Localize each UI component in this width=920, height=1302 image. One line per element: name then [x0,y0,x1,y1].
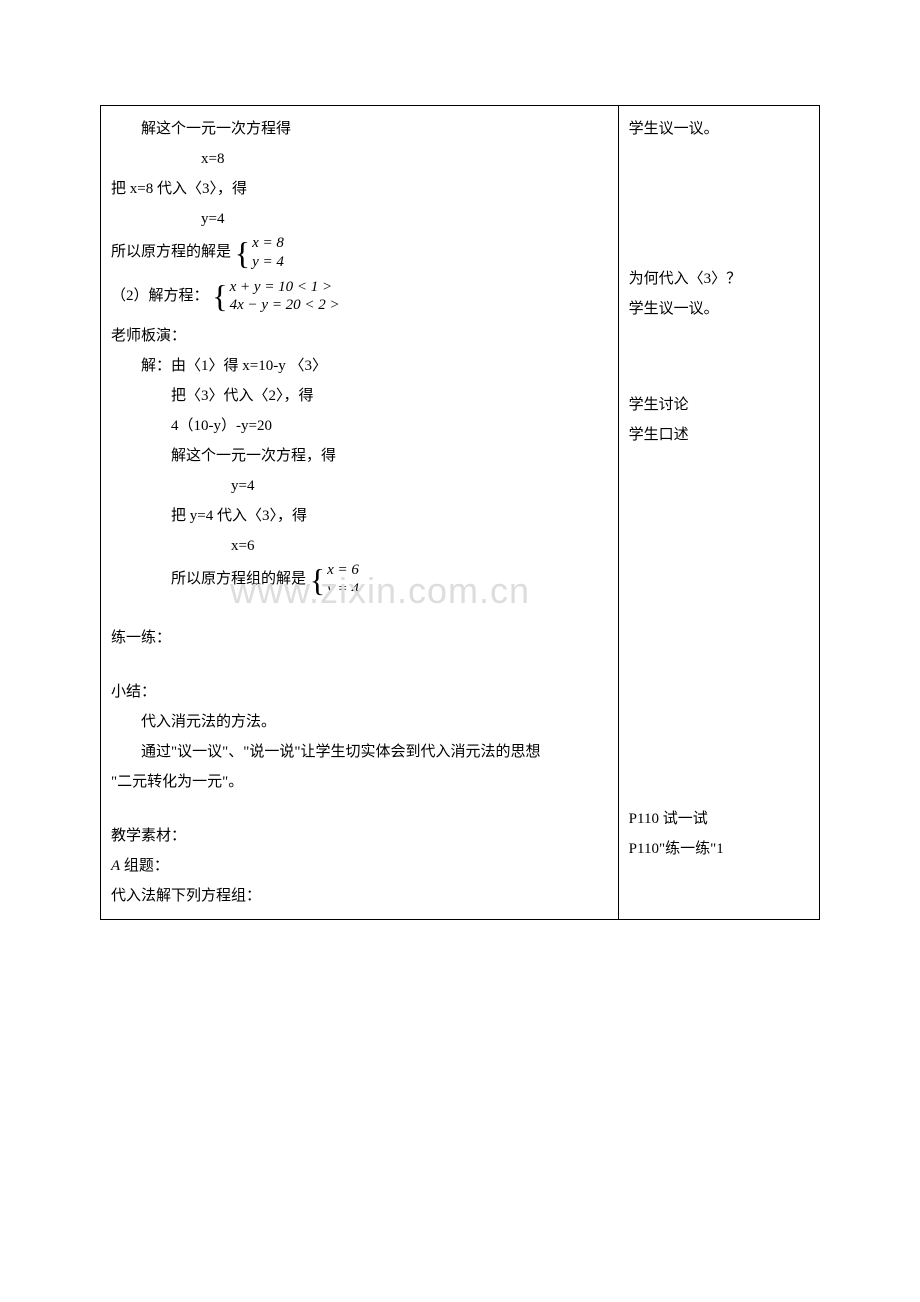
text-prefix: （2）解方程： [111,288,209,304]
text-line: 4（10-y）-y=20 [111,411,608,441]
equation-line: （2）解方程： { x + y = 10 < 1 > 4x − y = 20 <… [111,278,608,316]
equation: x = 6 [327,561,359,580]
note-line: P110 试一试 [629,804,809,834]
text-line: 小结： [111,677,608,707]
note-line: P110"练一练"1 [629,834,809,864]
right-column: 学生议一议。 为何代入〈3〉？ 学生议一议。 学生讨论 学生口述 P110 试一… [618,106,819,920]
text-line: 解这个一元一次方程得 [111,114,608,144]
text-prefix: 所以原方程的解是 [111,244,231,260]
note-line: 学生讨论 [629,390,809,420]
text-line: 解：由〈1〉得 x=10-y 〈3〉 [111,351,608,381]
left-column: 解这个一元一次方程得 x=8 把 x=8 代入〈3〉，得 y=4 所以原方程的解… [101,106,619,920]
italic-label: A [111,858,120,874]
text-line: 代入法解下列方程组： [111,881,608,911]
note-line: 为何代入〈3〉？ [629,264,809,294]
text-suffix: 组题： [120,858,169,874]
text-line: y=4 [111,204,608,234]
text-line: 把〈3〉代入〈2〉，得 [111,381,608,411]
text-line: 把 x=8 代入〈3〉，得 [111,174,608,204]
text-line: 教学素材： [111,821,608,851]
content-table: 解这个一元一次方程得 x=8 把 x=8 代入〈3〉，得 y=4 所以原方程的解… [100,105,820,920]
equation: 4x − y = 20 < 2 > [230,296,340,315]
text-line: 代入消元法的方法。 [111,707,608,737]
note-line: 学生议一议。 [629,114,809,144]
equation: y = 4 [327,580,359,599]
text-line: 练一练： [111,623,608,653]
text-line: x=6 [111,531,608,561]
left-brace-icon: { [310,564,325,596]
text-line: 通过"议一议"、"说一说"让学生切实体会到代入消元法的思想 [111,737,608,767]
left-brace-icon: { [212,280,227,312]
brace-system: { x + y = 10 < 1 > 4x − y = 20 < 2 > [212,278,339,316]
brace-system: { x = 8 y = 4 [235,234,284,272]
text-line: x=8 [111,144,608,174]
brace-system: { x = 6 y = 4 [310,561,359,599]
text-line: y=4 [111,471,608,501]
equation: y = 4 [252,253,284,272]
text-prefix: 所以原方程组的解是 [171,571,306,587]
document-page: www.zixin.com.cn 解这个一元一次方程得 x=8 把 x=8 代入… [0,0,920,1000]
left-brace-icon: { [235,237,250,269]
text-line: A 组题： [111,851,608,881]
text-line: 老师板演： [111,321,608,351]
equation-line: 所以原方程的解是 { x = 8 y = 4 [111,234,608,272]
equation: x = 8 [252,234,284,253]
equation-line: 所以原方程组的解是 { x = 6 y = 4 [111,561,608,599]
text-line: "二元转化为一元"。 [111,767,608,797]
text-line: 把 y=4 代入〈3〉，得 [111,501,608,531]
note-line: 学生议一议。 [629,294,809,324]
text-line: 解这个一元一次方程，得 [111,441,608,471]
note-line: 学生口述 [629,420,809,450]
equation: x + y = 10 < 1 > [230,278,340,297]
